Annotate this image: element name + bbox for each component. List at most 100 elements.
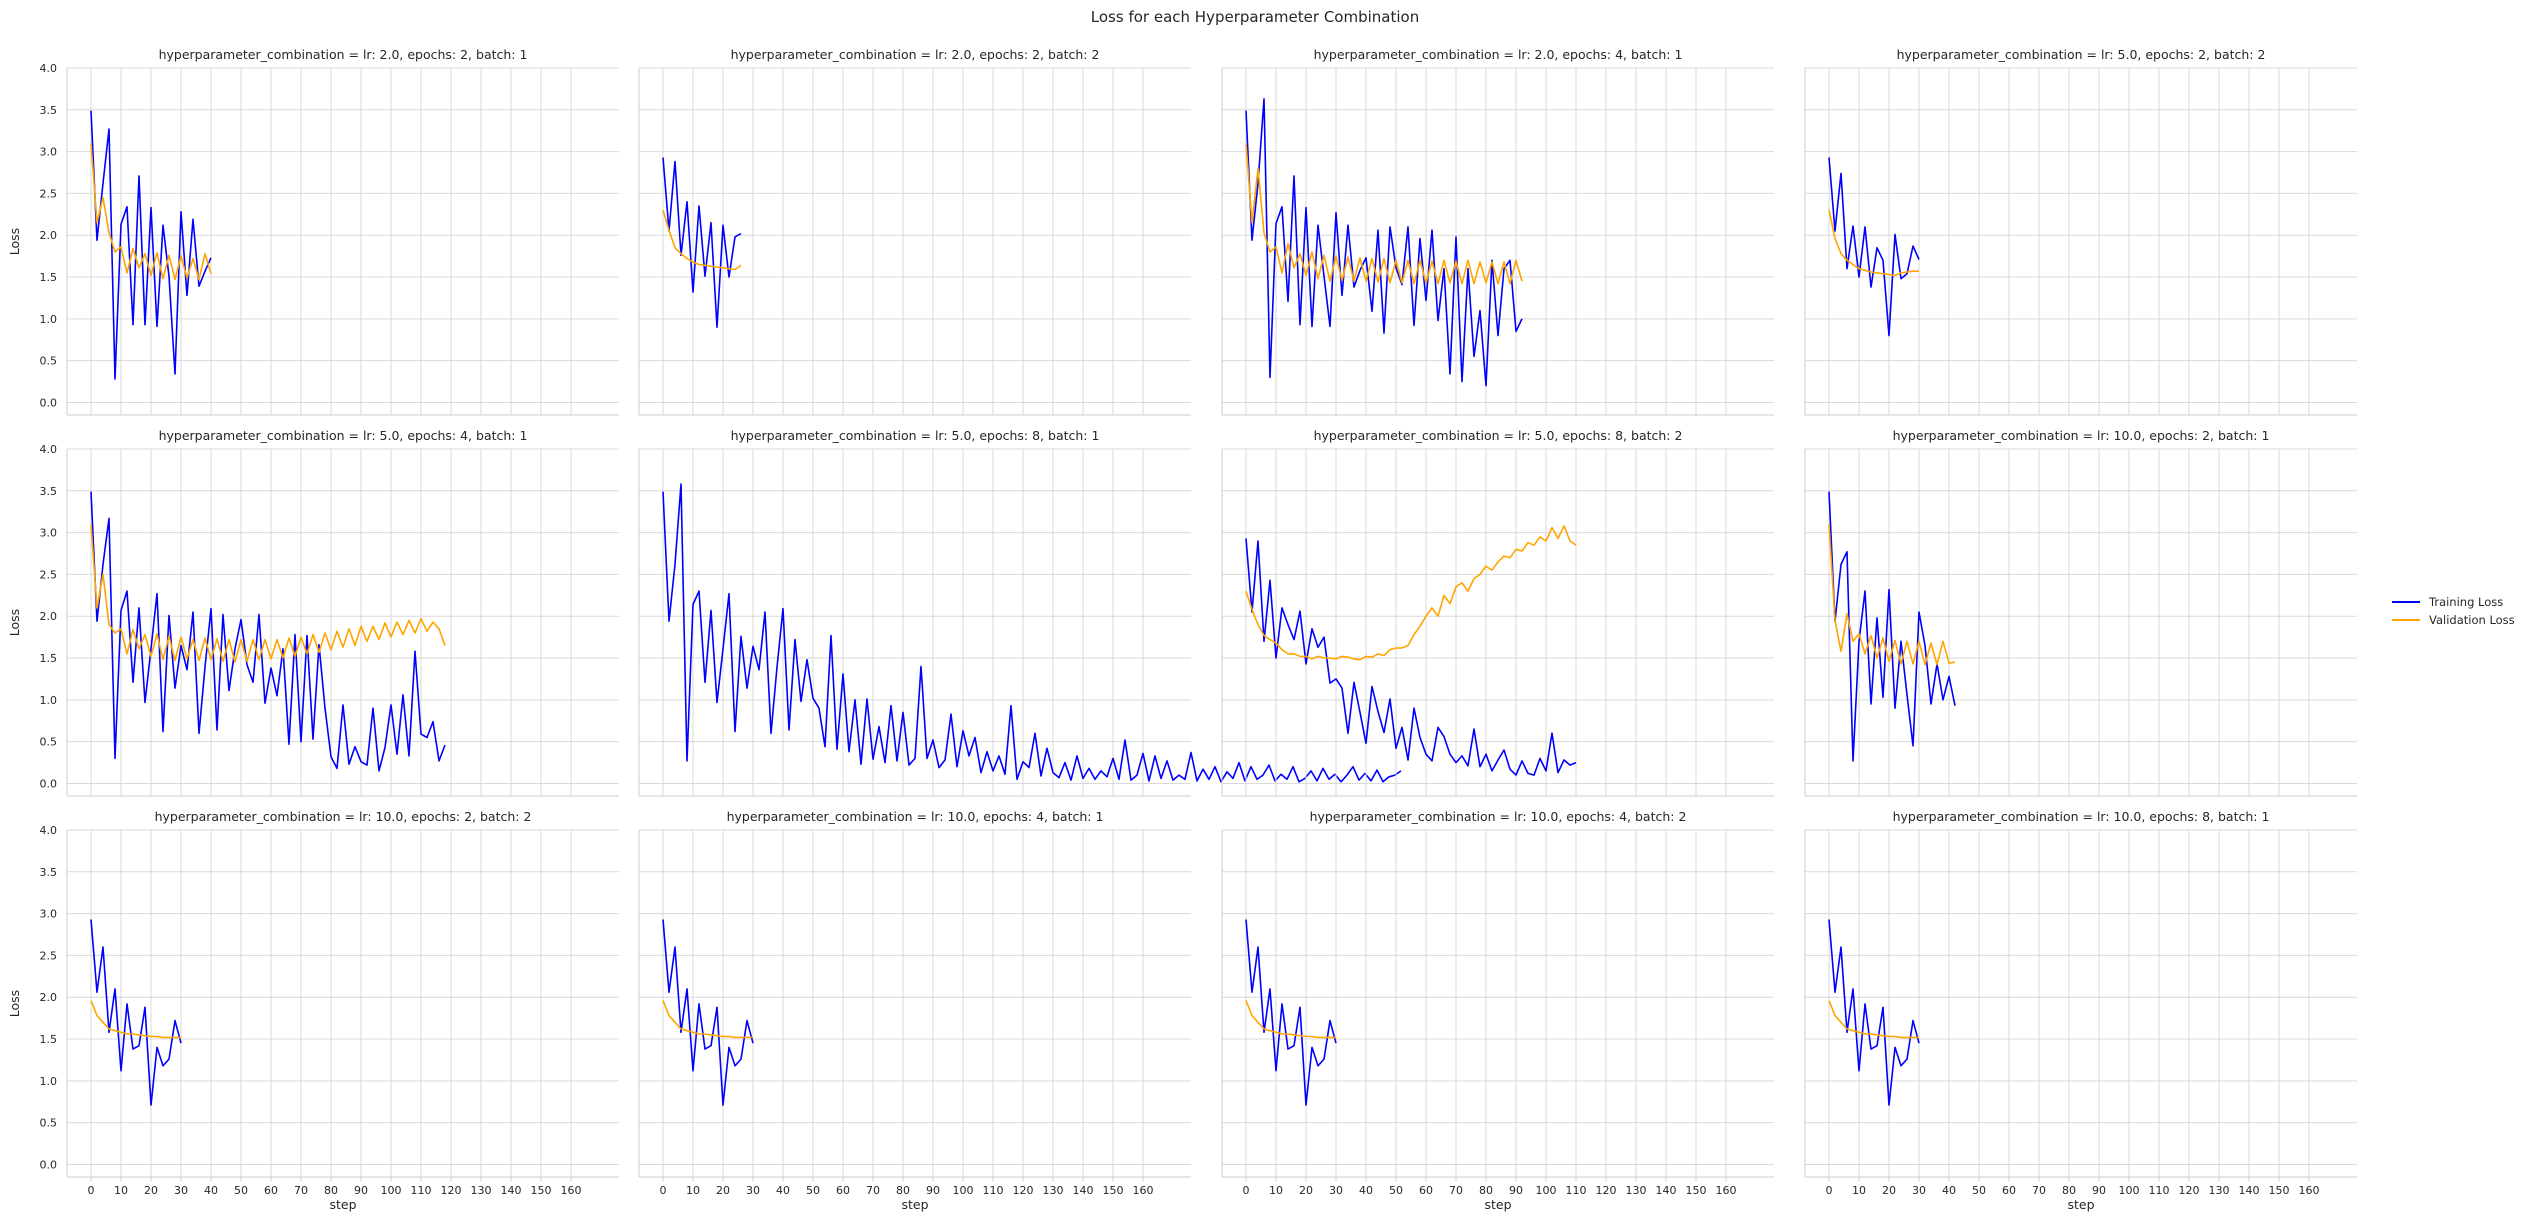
x-tick-label: 130 [1043,1184,1064,1197]
validation-loss-line [1245,143,1523,285]
y-tick-label: 1.0 [40,694,58,707]
facet-panel: hyperparameter_combination = lr: 10.0, e… [1804,428,2357,797]
x-tick-label: 150 [1103,1184,1124,1197]
y-tick-label: 3.0 [40,146,58,159]
x-tick-label: 0 [88,1184,95,1197]
training-loss-line [90,491,446,772]
training-loss-line [1828,919,1920,1106]
x-tick-label: 70 [1449,1184,1463,1197]
panel-title: hyperparameter_combination = lr: 10.0, e… [1893,428,2270,443]
y-tick-label: 3.0 [40,527,58,540]
legend: Training Loss Validation Loss [2392,595,2515,627]
training-loss-line [1245,919,1337,1106]
training-loss-line [90,919,182,1106]
y-tick-label: 0.5 [40,355,58,368]
x-tick-label: 100 [1536,1184,1557,1197]
y-tick-label: 3.5 [40,866,58,879]
x-tick-label: 120 [441,1184,462,1197]
legend-label-validation: Validation Loss [2429,613,2515,627]
facet-panel: hyperparameter_combination = lr: 10.0, e… [7,809,619,1212]
x-tick-label: 70 [866,1184,880,1197]
x-tick-label: 160 [1716,1184,1737,1197]
validation-loss-line [1245,525,1577,661]
facet-panel: hyperparameter_combination = lr: 5.0, ep… [7,428,619,797]
x-tick-label: 110 [2149,1184,2170,1197]
facet-panel: hyperparameter_combination = lr: 5.0, ep… [1804,47,2357,416]
x-tick-label: 50 [1972,1184,1986,1197]
y-tick-label: 0.0 [40,777,58,790]
panel-title: hyperparameter_combination = lr: 2.0, ep… [731,47,1100,62]
x-tick-label: 140 [501,1184,522,1197]
x-tick-label: 50 [234,1184,248,1197]
x-tick-label: 10 [114,1184,128,1197]
x-tick-label: 160 [1133,1184,1154,1197]
x-tick-label: 160 [561,1184,582,1197]
x-tick-label: 100 [2119,1184,2140,1197]
x-tick-label: 140 [1073,1184,1094,1197]
y-tick-label: 3.5 [40,104,58,117]
y-tick-label: 2.5 [40,568,58,581]
x-tick-label: 10 [686,1184,700,1197]
x-tick-label: 30 [1329,1184,1343,1197]
x-tick-label: 20 [716,1184,730,1197]
panel-title: hyperparameter_combination = lr: 5.0, ep… [731,428,1100,443]
y-tick-label: 1.0 [40,313,58,326]
panel-title: hyperparameter_combination = lr: 5.0, ep… [1314,428,1683,443]
x-tick-label: 30 [174,1184,188,1197]
training-loss-line [1245,98,1523,387]
y-tick-label: 0.5 [40,1117,58,1130]
validation-loss-line [1828,1000,1919,1039]
training-loss-line [662,483,1402,783]
y-tick-label: 2.0 [40,610,58,623]
y-tick-label: 4.0 [40,443,58,456]
y-tick-label: 1.5 [40,1033,58,1046]
y-tick-label: 2.0 [40,991,58,1004]
x-tick-label: 100 [953,1184,974,1197]
x-tick-label: 110 [983,1184,1004,1197]
x-tick-label: 120 [1013,1184,1034,1197]
y-tick-label: 3.5 [40,485,58,498]
validation-loss-line [662,1000,753,1039]
x-tick-label: 110 [411,1184,432,1197]
x-tick-label: 130 [2209,1184,2230,1197]
validation-loss-line [662,209,742,271]
x-tick-label: 70 [2032,1184,2046,1197]
facet-panel: hyperparameter_combination = lr: 2.0, ep… [1221,47,1774,416]
facet-panel: hyperparameter_combination = lr: 5.0, ep… [1221,428,1774,797]
facet-panel: hyperparameter_combination = lr: 5.0, ep… [638,428,1402,797]
x-tick-label: 30 [1912,1184,1926,1197]
x-tick-label: 40 [204,1184,218,1197]
x-tick-label: 0 [660,1184,667,1197]
training-loss-line [1828,157,1920,337]
x-tick-label: 120 [1596,1184,1617,1197]
x-tick-label: 60 [2002,1184,2016,1197]
x-tick-label: 100 [381,1184,402,1197]
x-tick-label: 150 [1686,1184,1707,1197]
x-tick-label: 80 [896,1184,910,1197]
facet-panels: hyperparameter_combination = lr: 2.0, ep… [7,47,2357,1212]
x-tick-label: 70 [294,1184,308,1197]
x-axis-label: step [901,1197,928,1212]
y-tick-label: 0.5 [40,736,58,749]
x-tick-label: 160 [2299,1184,2320,1197]
y-tick-label: 2.5 [40,187,58,200]
x-axis-label: step [329,1197,356,1212]
y-tick-label: 3.0 [40,908,58,921]
panel-title: hyperparameter_combination = lr: 2.0, ep… [1314,47,1683,62]
x-tick-label: 80 [1479,1184,1493,1197]
x-axis-label: step [1484,1197,1511,1212]
facet-panel: hyperparameter_combination = lr: 10.0, e… [1804,809,2357,1212]
x-tick-label: 0 [1243,1184,1250,1197]
validation-loss-line [1828,209,1919,277]
x-tick-label: 50 [806,1184,820,1197]
legend-label-training: Training Loss [2428,595,2503,609]
x-tick-label: 130 [471,1184,492,1197]
x-tick-label: 60 [836,1184,850,1197]
panel-title: hyperparameter_combination = lr: 10.0, e… [155,809,532,824]
x-tick-label: 140 [1656,1184,1677,1197]
y-tick-label: 1.5 [40,271,58,284]
validation-loss-line [1245,1000,1336,1039]
training-loss-line [1828,491,1956,762]
x-tick-label: 150 [531,1184,552,1197]
training-loss-line [1245,538,1577,776]
